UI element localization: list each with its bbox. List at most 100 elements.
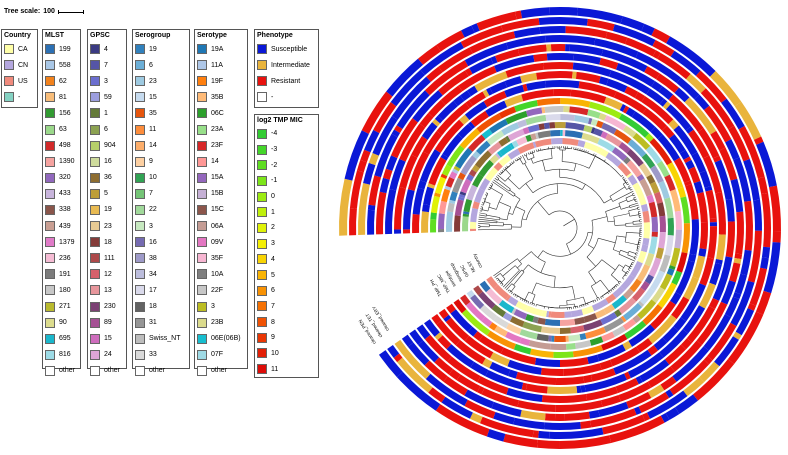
ring-segment [498, 154, 512, 167]
ring-segment [486, 276, 499, 289]
legend-label: 06C [211, 109, 224, 117]
tree-branch [587, 220, 594, 246]
ring-segment [522, 321, 542, 333]
ring-segment [682, 305, 706, 334]
ring-segment [470, 294, 485, 310]
ring-segment [626, 148, 644, 167]
ring-segment [699, 170, 712, 188]
ring-segment [697, 127, 720, 159]
legend-entry: - [2, 89, 37, 105]
legend-label: 1379 [59, 238, 75, 246]
legend-entry: 320 [43, 170, 80, 186]
tree-branch [495, 176, 499, 179]
ring-segment [709, 218, 717, 223]
phenotype-legend: Phenotype Susceptible Intermediate Resista… [254, 29, 319, 108]
ring-segment [424, 319, 440, 337]
ring-segment [432, 118, 441, 127]
ring-segment [424, 60, 469, 96]
ring-segment [505, 331, 522, 344]
ring-segment [437, 335, 452, 350]
legend-swatch [257, 191, 267, 202]
tree-branch [600, 296, 602, 299]
ring-segment [605, 31, 628, 45]
ring-segment [623, 156, 631, 165]
ring-segment [478, 159, 494, 177]
ring-segment [540, 326, 560, 334]
ring-segment [653, 337, 668, 351]
legend-entry: Resistant [255, 73, 318, 89]
tree-branch [604, 159, 606, 162]
tree-branch [519, 297, 522, 300]
tree-branch [637, 248, 640, 250]
ring-segment [438, 200, 447, 215]
ring-segment [715, 191, 726, 235]
legend-label: 191 [59, 270, 71, 278]
legend-entry: 9 [255, 330, 318, 346]
tree-branch [494, 273, 501, 278]
ring-segment [672, 346, 709, 382]
legend-swatch [197, 44, 207, 55]
tree-branch [504, 269, 522, 289]
ring-segment [721, 98, 745, 130]
ring-segment [708, 297, 720, 310]
legend-label: 81 [59, 93, 67, 101]
tree-branch [509, 290, 512, 293]
ring-segment [394, 339, 431, 380]
ring-segment [504, 94, 524, 108]
legend-swatch [135, 156, 145, 167]
ring-segment [601, 331, 615, 343]
ring-segment [738, 126, 765, 179]
ring-segment [712, 256, 733, 301]
legend-swatch [135, 44, 145, 55]
ring-segment [646, 174, 656, 185]
ring-segment [368, 153, 379, 166]
tree-branch [499, 282, 502, 285]
tree-branch [481, 202, 485, 204]
ring-segment [684, 180, 692, 187]
ring-segment [443, 314, 452, 323]
ring-segment [693, 359, 735, 401]
tree-branch [546, 147, 556, 150]
ring-segment [545, 80, 580, 89]
ring-segment [434, 357, 454, 375]
ring-segment [570, 89, 607, 104]
ring-segment [535, 132, 539, 140]
tree-branch [529, 151, 532, 154]
ring-segment [566, 343, 576, 350]
tree-branch [508, 212, 513, 215]
legend-entry: 33 [133, 347, 189, 363]
ring-segment [643, 222, 650, 232]
ring-segment [656, 160, 670, 178]
legend-entry: other [43, 363, 80, 379]
tree-branch [511, 292, 513, 295]
ring-segment [639, 359, 670, 383]
ring-segment [403, 229, 411, 234]
ring-segment [725, 221, 735, 258]
legend-swatch [4, 76, 14, 87]
tree-branch [496, 221, 504, 223]
tree-branch [596, 298, 599, 301]
ring-segment [714, 159, 733, 201]
ring-segment [625, 37, 657, 57]
ring-segment [685, 126, 694, 134]
legend-swatch [45, 349, 55, 360]
legend-swatch [135, 365, 145, 376]
ring-segment [648, 201, 658, 218]
legend-entry: 5 [255, 267, 318, 283]
ring-segment [382, 168, 393, 180]
ring-segment [622, 288, 635, 300]
ring-segment [544, 318, 560, 326]
legend-swatch [197, 188, 207, 199]
ring-segment [615, 378, 639, 394]
ring-segment [504, 84, 525, 98]
tree-branch [524, 154, 528, 157]
ring-segment [679, 149, 690, 160]
ring-segment [581, 132, 600, 144]
legend-swatch [90, 221, 100, 232]
ring-segment [584, 326, 606, 339]
ring-segment [446, 158, 456, 168]
legend-entry: 34 [133, 266, 189, 282]
legend-entry: Susceptible [255, 41, 318, 57]
ring-segment [653, 191, 663, 204]
ring-segment [600, 395, 621, 408]
